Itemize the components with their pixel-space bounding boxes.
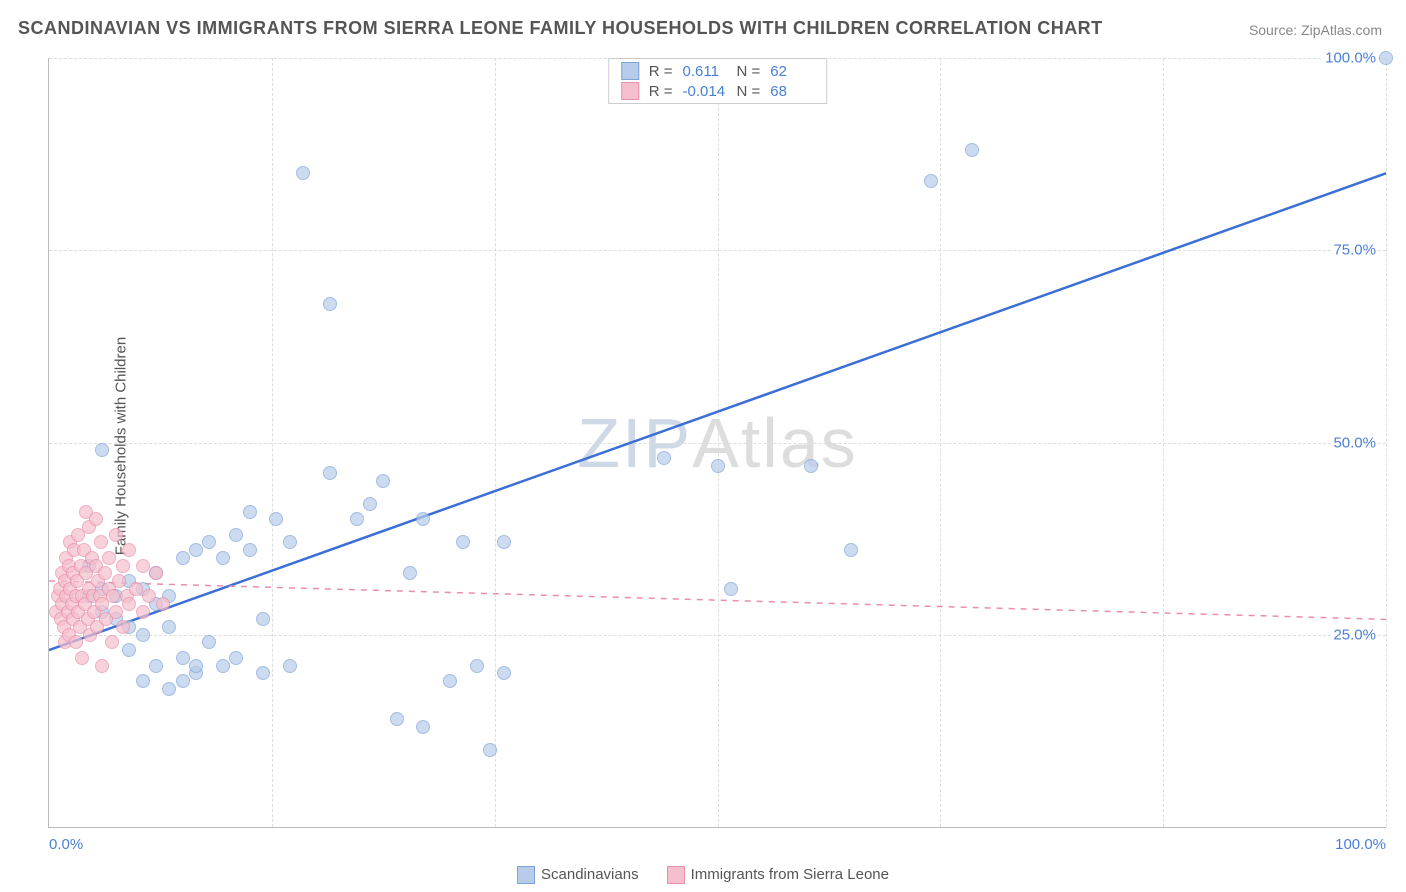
source-label: Source: ZipAtlas.com — [1249, 22, 1382, 38]
legend-row-series-1: R = 0.611 N = 62 — [609, 61, 827, 81]
data-point — [256, 666, 270, 680]
data-point — [296, 166, 310, 180]
data-point — [189, 543, 203, 557]
chart-title: SCANDINAVIAN VS IMMIGRANTS FROM SIERRA L… — [18, 18, 1103, 39]
data-point — [416, 512, 430, 526]
data-point — [176, 651, 190, 665]
data-point — [657, 451, 671, 465]
series-legend: Scandinavians Immigrants from Sierra Leo… — [517, 866, 889, 884]
swatch-icon — [621, 62, 639, 80]
data-point — [129, 582, 143, 596]
y-tick-label: 75.0% — [1331, 242, 1378, 259]
data-point — [202, 535, 216, 549]
data-point — [189, 659, 203, 673]
data-point — [243, 543, 257, 557]
data-point — [497, 535, 511, 549]
data-point — [443, 674, 457, 688]
data-point — [243, 505, 257, 519]
data-point — [162, 682, 176, 696]
data-point — [216, 551, 230, 565]
correlation-legend: R = 0.611 N = 62 R = -0.014 N = 68 — [608, 58, 828, 104]
data-point — [162, 620, 176, 634]
data-point — [122, 543, 136, 557]
data-point — [122, 597, 136, 611]
data-point — [965, 143, 979, 157]
data-point — [202, 635, 216, 649]
data-point — [711, 459, 725, 473]
data-point — [323, 297, 337, 311]
x-tick-label: 0.0% — [49, 836, 83, 853]
data-point — [456, 535, 470, 549]
data-point — [75, 651, 89, 665]
y-tick-label: 50.0% — [1331, 434, 1378, 451]
data-point — [844, 543, 858, 557]
data-point — [1379, 51, 1393, 65]
data-point — [416, 720, 430, 734]
data-point — [403, 566, 417, 580]
swatch-icon — [667, 866, 685, 884]
legend-item-series-1: Scandinavians — [517, 866, 639, 884]
swatch-icon — [621, 82, 639, 100]
data-point — [470, 659, 484, 673]
data-point — [497, 666, 511, 680]
y-tick-label: 100.0% — [1323, 50, 1378, 67]
data-point — [283, 659, 297, 673]
data-point — [283, 535, 297, 549]
data-point — [116, 620, 130, 634]
data-point — [109, 605, 123, 619]
data-point — [216, 659, 230, 673]
data-point — [149, 566, 163, 580]
swatch-icon — [517, 866, 535, 884]
data-point — [136, 605, 150, 619]
data-point — [176, 674, 190, 688]
data-point — [136, 674, 150, 688]
y-tick-label: 25.0% — [1331, 626, 1378, 643]
data-point — [116, 559, 130, 573]
data-point — [95, 443, 109, 457]
legend-row-series-2: R = -0.014 N = 68 — [609, 81, 827, 101]
data-point — [98, 566, 112, 580]
data-point — [229, 651, 243, 665]
x-tick-label: 100.0% — [1335, 836, 1386, 853]
data-point — [89, 512, 103, 526]
data-point — [106, 589, 120, 603]
data-point — [376, 474, 390, 488]
data-point — [142, 589, 156, 603]
data-point — [229, 528, 243, 542]
scatter-plot: ZIPAtlas R = 0.611 N = 62 R = -0.014 N =… — [48, 58, 1386, 828]
data-point — [105, 635, 119, 649]
data-point — [804, 459, 818, 473]
data-point — [156, 597, 170, 611]
data-point — [136, 559, 150, 573]
data-point — [390, 712, 404, 726]
data-point — [269, 512, 283, 526]
data-point — [724, 582, 738, 596]
data-point — [112, 574, 126, 588]
data-point — [102, 551, 116, 565]
data-point — [363, 497, 377, 511]
data-point — [924, 174, 938, 188]
data-point — [350, 512, 364, 526]
data-point — [323, 466, 337, 480]
data-point — [483, 743, 497, 757]
data-point — [122, 643, 136, 657]
data-point — [94, 535, 108, 549]
data-point — [136, 628, 150, 642]
data-point — [95, 659, 109, 673]
data-point — [176, 551, 190, 565]
data-point — [149, 659, 163, 673]
legend-item-series-2: Immigrants from Sierra Leone — [667, 866, 889, 884]
data-point — [109, 528, 123, 542]
data-point — [256, 612, 270, 626]
data-point — [69, 635, 83, 649]
